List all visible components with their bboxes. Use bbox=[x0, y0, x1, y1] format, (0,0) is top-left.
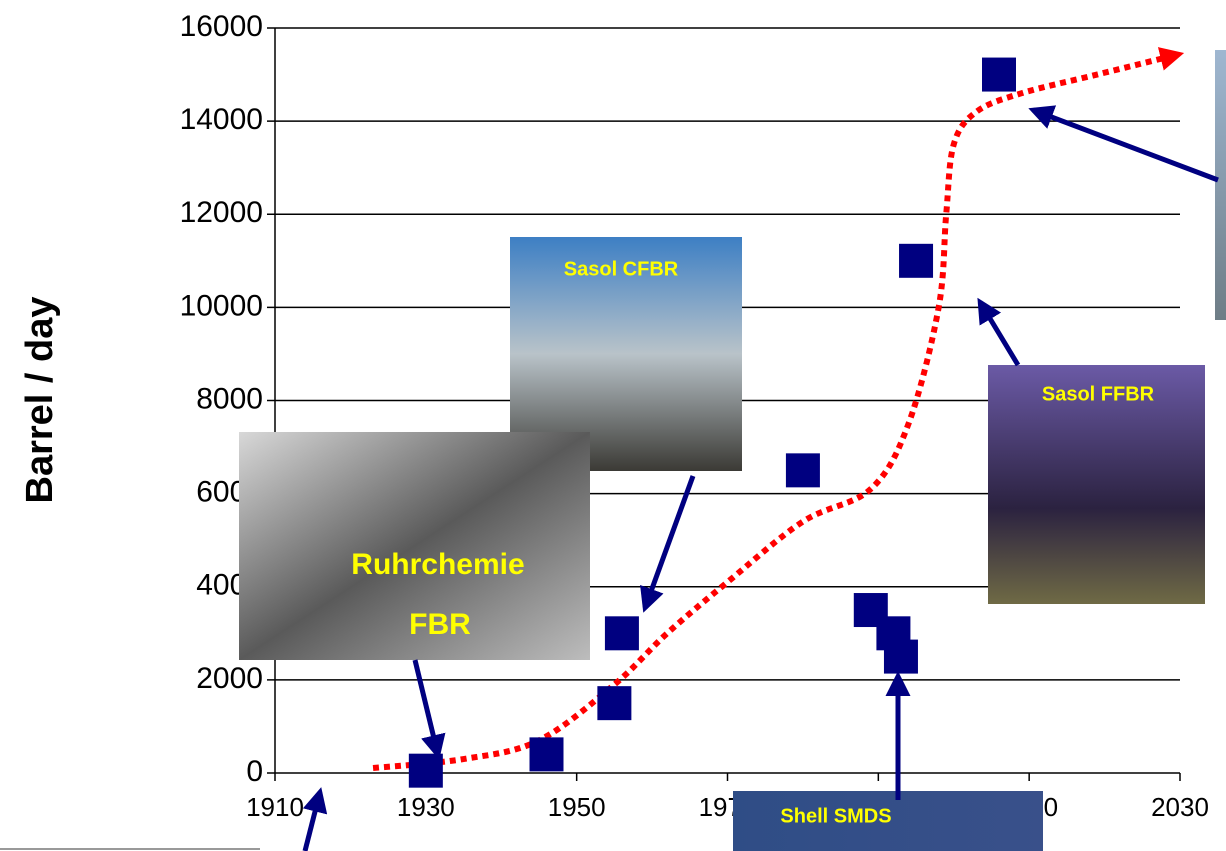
y-tick-label: 0 bbox=[246, 755, 263, 788]
point bbox=[604, 616, 639, 651]
y-tick-label: 12000 bbox=[180, 196, 263, 229]
x-tick-label: 2030 bbox=[1151, 792, 1209, 822]
arrow bbox=[412, 659, 446, 760]
y-axis-title: Barrel / day bbox=[19, 297, 61, 504]
photo-sasol-ffbr bbox=[988, 365, 1205, 604]
arrow bbox=[640, 475, 696, 613]
caption: Ruhrchemie bbox=[351, 548, 524, 581]
photos: Sasol CFBR Ruhrchemie FBR Sasol FFBR She… bbox=[0, 50, 1226, 851]
x-tick-label: 1950 bbox=[548, 792, 606, 822]
caption: Sasol FFBR bbox=[1042, 383, 1155, 405]
caption: FBR bbox=[409, 608, 471, 641]
data-layer bbox=[372, 47, 1185, 788]
point bbox=[899, 243, 934, 278]
arrow bbox=[1028, 105, 1219, 183]
x-tick-label: 1930 bbox=[397, 792, 455, 822]
photo-ruhrchemie bbox=[239, 432, 590, 660]
point bbox=[883, 639, 918, 674]
y-tick-label: 16000 bbox=[180, 10, 263, 43]
arrow bbox=[977, 297, 1021, 367]
point bbox=[408, 753, 443, 788]
y-tick-label: 8000 bbox=[196, 382, 263, 415]
trend-line bbox=[372, 47, 1185, 772]
caption: Sasol CFBR bbox=[564, 258, 679, 280]
y-tick-label: 10000 bbox=[180, 289, 263, 322]
point bbox=[982, 57, 1016, 92]
photo-right bbox=[1215, 50, 1226, 320]
point bbox=[597, 686, 632, 721]
x-tick-label: 1910 bbox=[246, 792, 304, 822]
photo-shell-smds bbox=[733, 791, 1043, 851]
arrow bbox=[302, 787, 328, 851]
arrows bbox=[302, 105, 1219, 851]
y-tick-label: 2000 bbox=[196, 662, 263, 695]
caption: Shell SMDS bbox=[780, 805, 891, 827]
point bbox=[529, 737, 564, 772]
y-tick-label: 14000 bbox=[180, 103, 263, 136]
point bbox=[785, 453, 820, 488]
